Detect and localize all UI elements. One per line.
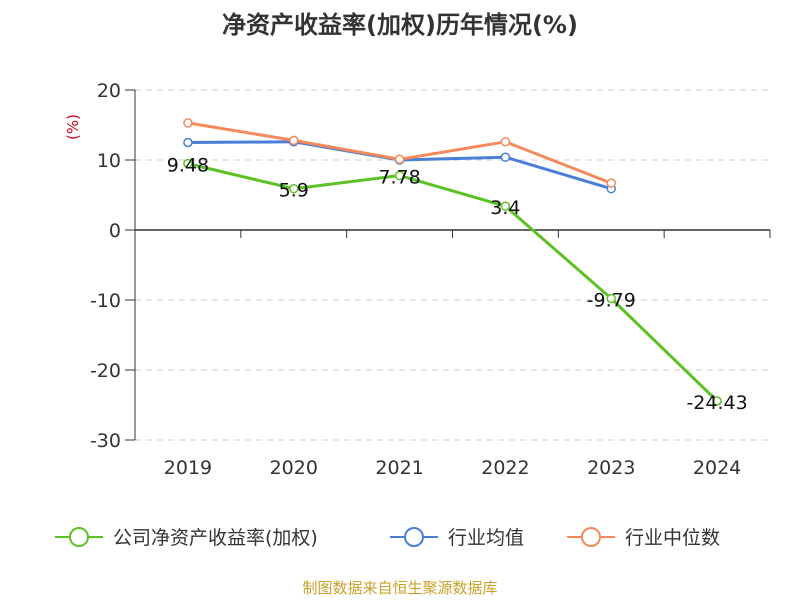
y-tick-label: -20 — [90, 360, 121, 382]
legend-item-industry-median[interactable]: 行业中位数 — [567, 527, 720, 549]
data-point-0 — [394, 170, 405, 181]
series-line-0 — [187, 162, 719, 403]
data-label: 5.9 — [279, 180, 309, 202]
source-note: 制图数据来自恒生聚源数据库 — [302, 579, 497, 597]
x-tick-label: 2020 — [270, 457, 318, 479]
legend: 公司净资产收益率(加权) 行业均值 行业中位数 — [55, 527, 720, 549]
x-tick-label: 2023 — [587, 457, 635, 479]
data-point-1 — [183, 137, 193, 148]
y-tick-label: 0 — [109, 220, 121, 242]
chart-title: 净资产收益率(加权)历年情况(%) — [222, 11, 578, 39]
legend-label-industry-median: 行业中位数 — [625, 527, 720, 549]
data-point-2 — [606, 178, 616, 188]
legend-label-industry-average: 行业均值 — [448, 527, 524, 549]
data-labels: 9.48 5.9 7.78 3.4 -9.79 -24.43 — [167, 155, 748, 414]
data-point-1 — [500, 152, 511, 162]
data-label: 7.78 — [378, 167, 420, 189]
y-unit-label: (%) — [64, 114, 82, 140]
y-tick-label: -10 — [90, 290, 121, 312]
data-point-2 — [289, 135, 299, 146]
data-point-2 — [394, 154, 405, 165]
data-point-2 — [500, 137, 511, 147]
legend-circle-icon — [404, 527, 424, 547]
y-tick-label: 20 — [97, 80, 121, 102]
data-point-0 — [606, 293, 616, 304]
x-tick-label: 2019 — [164, 457, 212, 479]
x-tick-label: 2022 — [481, 457, 529, 479]
data-label: -24.43 — [686, 392, 747, 414]
x-tick-labels: 2019 2020 2021 2022 2023 2024 — [164, 457, 742, 479]
y-tick-label: 10 — [97, 150, 121, 172]
data-label: 9.48 — [167, 155, 209, 177]
legend-label-company: 公司净资产收益率(加权) — [113, 527, 318, 549]
data-label: 3.4 — [490, 197, 520, 219]
x-tick-label: 2021 — [375, 457, 423, 479]
grid-lines — [135, 89, 770, 441]
legend-item-company[interactable]: 公司净资产收益率(加权) — [55, 527, 318, 549]
legend-item-industry-average[interactable]: 行业均值 — [390, 527, 524, 549]
legend-circle-icon — [581, 527, 601, 547]
axes — [125, 89, 771, 441]
data-point-0 — [500, 201, 511, 211]
series-lines — [183, 118, 722, 406]
data-point-0 — [183, 158, 193, 169]
data-point-2 — [183, 118, 193, 128]
legend-circle-icon — [69, 527, 89, 547]
data-point-0 — [289, 183, 299, 194]
data-point-0 — [712, 396, 722, 406]
data-label: -9.79 — [587, 290, 636, 312]
y-tick-label: -30 — [90, 430, 121, 452]
y-tick-labels: 20 10 0 -10 -20 -30 — [90, 80, 121, 452]
x-tick-label: 2024 — [693, 457, 741, 479]
